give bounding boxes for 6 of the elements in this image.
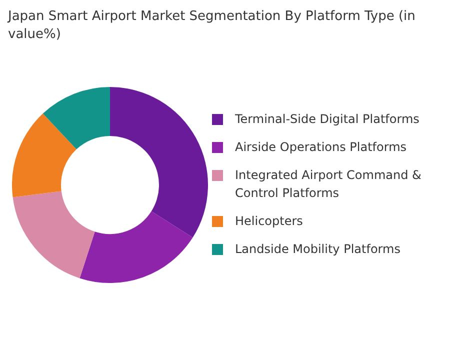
legend-label: Helicopters bbox=[235, 213, 303, 230]
legend-label: Landside Mobility Platforms bbox=[235, 241, 400, 258]
chart-title: Japan Smart Airport Market Segmentation By Platform Type (in value%) bbox=[8, 8, 416, 44]
legend-label: Terminal-Side Digital Platforms bbox=[235, 111, 420, 128]
legend-label: Integrated Airport Command & Control Platforms bbox=[235, 167, 422, 202]
legend-label: Airside Operations Platforms bbox=[235, 139, 407, 156]
